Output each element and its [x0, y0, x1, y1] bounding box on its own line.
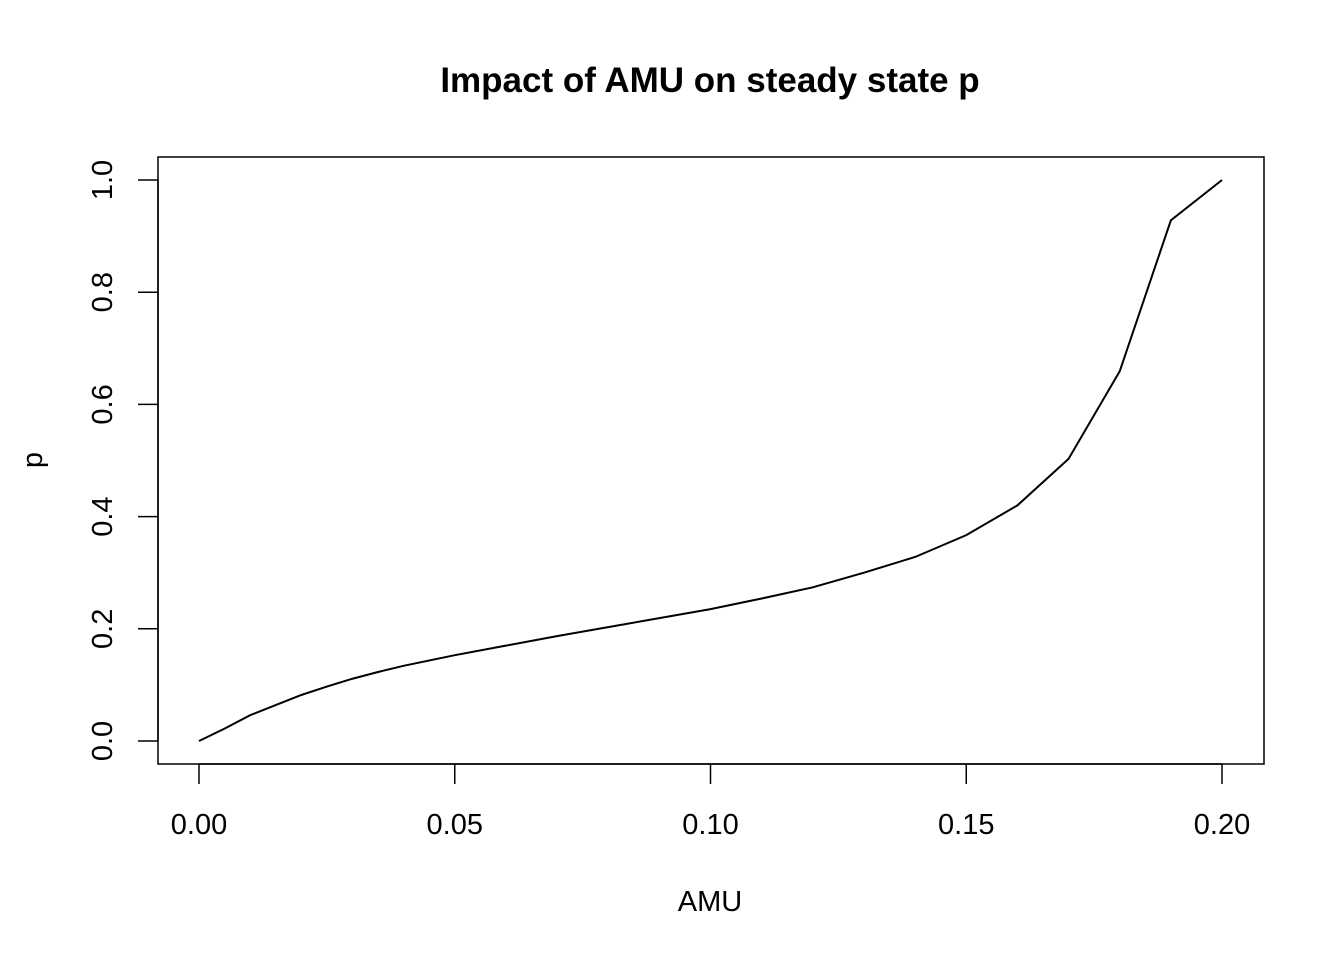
- y-tick-label: 0.0: [87, 721, 119, 761]
- x-tick-label: 0.05: [427, 809, 483, 841]
- y-axis: 0.0 0.2 0.4 0.6 0.8 1.0: [87, 160, 159, 761]
- series-line: [198, 179, 1223, 742]
- plot-frame: [157, 156, 1265, 765]
- y-tick-label: 0.8: [87, 272, 119, 312]
- y-tick-label: 0.6: [87, 384, 119, 424]
- x-axis: 0.00 0.05 0.10 0.15 0.20: [171, 763, 1250, 841]
- chart-title: Impact of AMU on steady state p: [440, 61, 979, 100]
- x-tick-label: 0.15: [938, 809, 994, 841]
- y-axis-label: p: [17, 452, 49, 468]
- y-tick-label: 0.4: [87, 496, 119, 536]
- y-tick-label: 1.0: [87, 160, 119, 200]
- x-axis-label: AMU: [678, 886, 742, 918]
- x-tick-label: 0.00: [171, 809, 227, 841]
- x-tick-label: 0.20: [1194, 809, 1250, 841]
- y-tick-label: 0.2: [87, 609, 119, 649]
- x-tick-label: 0.10: [682, 809, 738, 841]
